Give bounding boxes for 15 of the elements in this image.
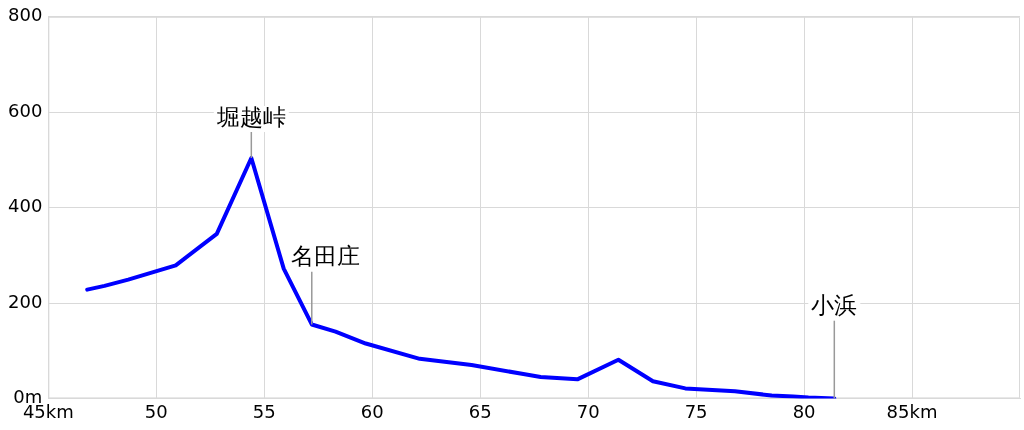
y-tick-label: 200 [8,290,43,312]
annotation: 堀越峠 [215,103,286,130]
x-tick-label: 75 [684,400,708,422]
y-tick-label: 400 [8,195,43,217]
y-tick-label: 800 [8,4,43,26]
x-tick-label: 65 [468,400,492,422]
x-tick-label: 55 [252,400,276,422]
y-tick-label: 600 [8,99,43,121]
annotation: 小浜 [811,292,858,319]
x-tick-label: 80 [792,400,816,422]
x-tick-label: 60 [360,400,384,422]
x-tick-label: 70 [576,400,600,422]
x-tick-label: 85km [886,400,938,422]
annotation: 名田庄 [291,243,361,270]
x-tick-label: 50 [144,400,168,422]
